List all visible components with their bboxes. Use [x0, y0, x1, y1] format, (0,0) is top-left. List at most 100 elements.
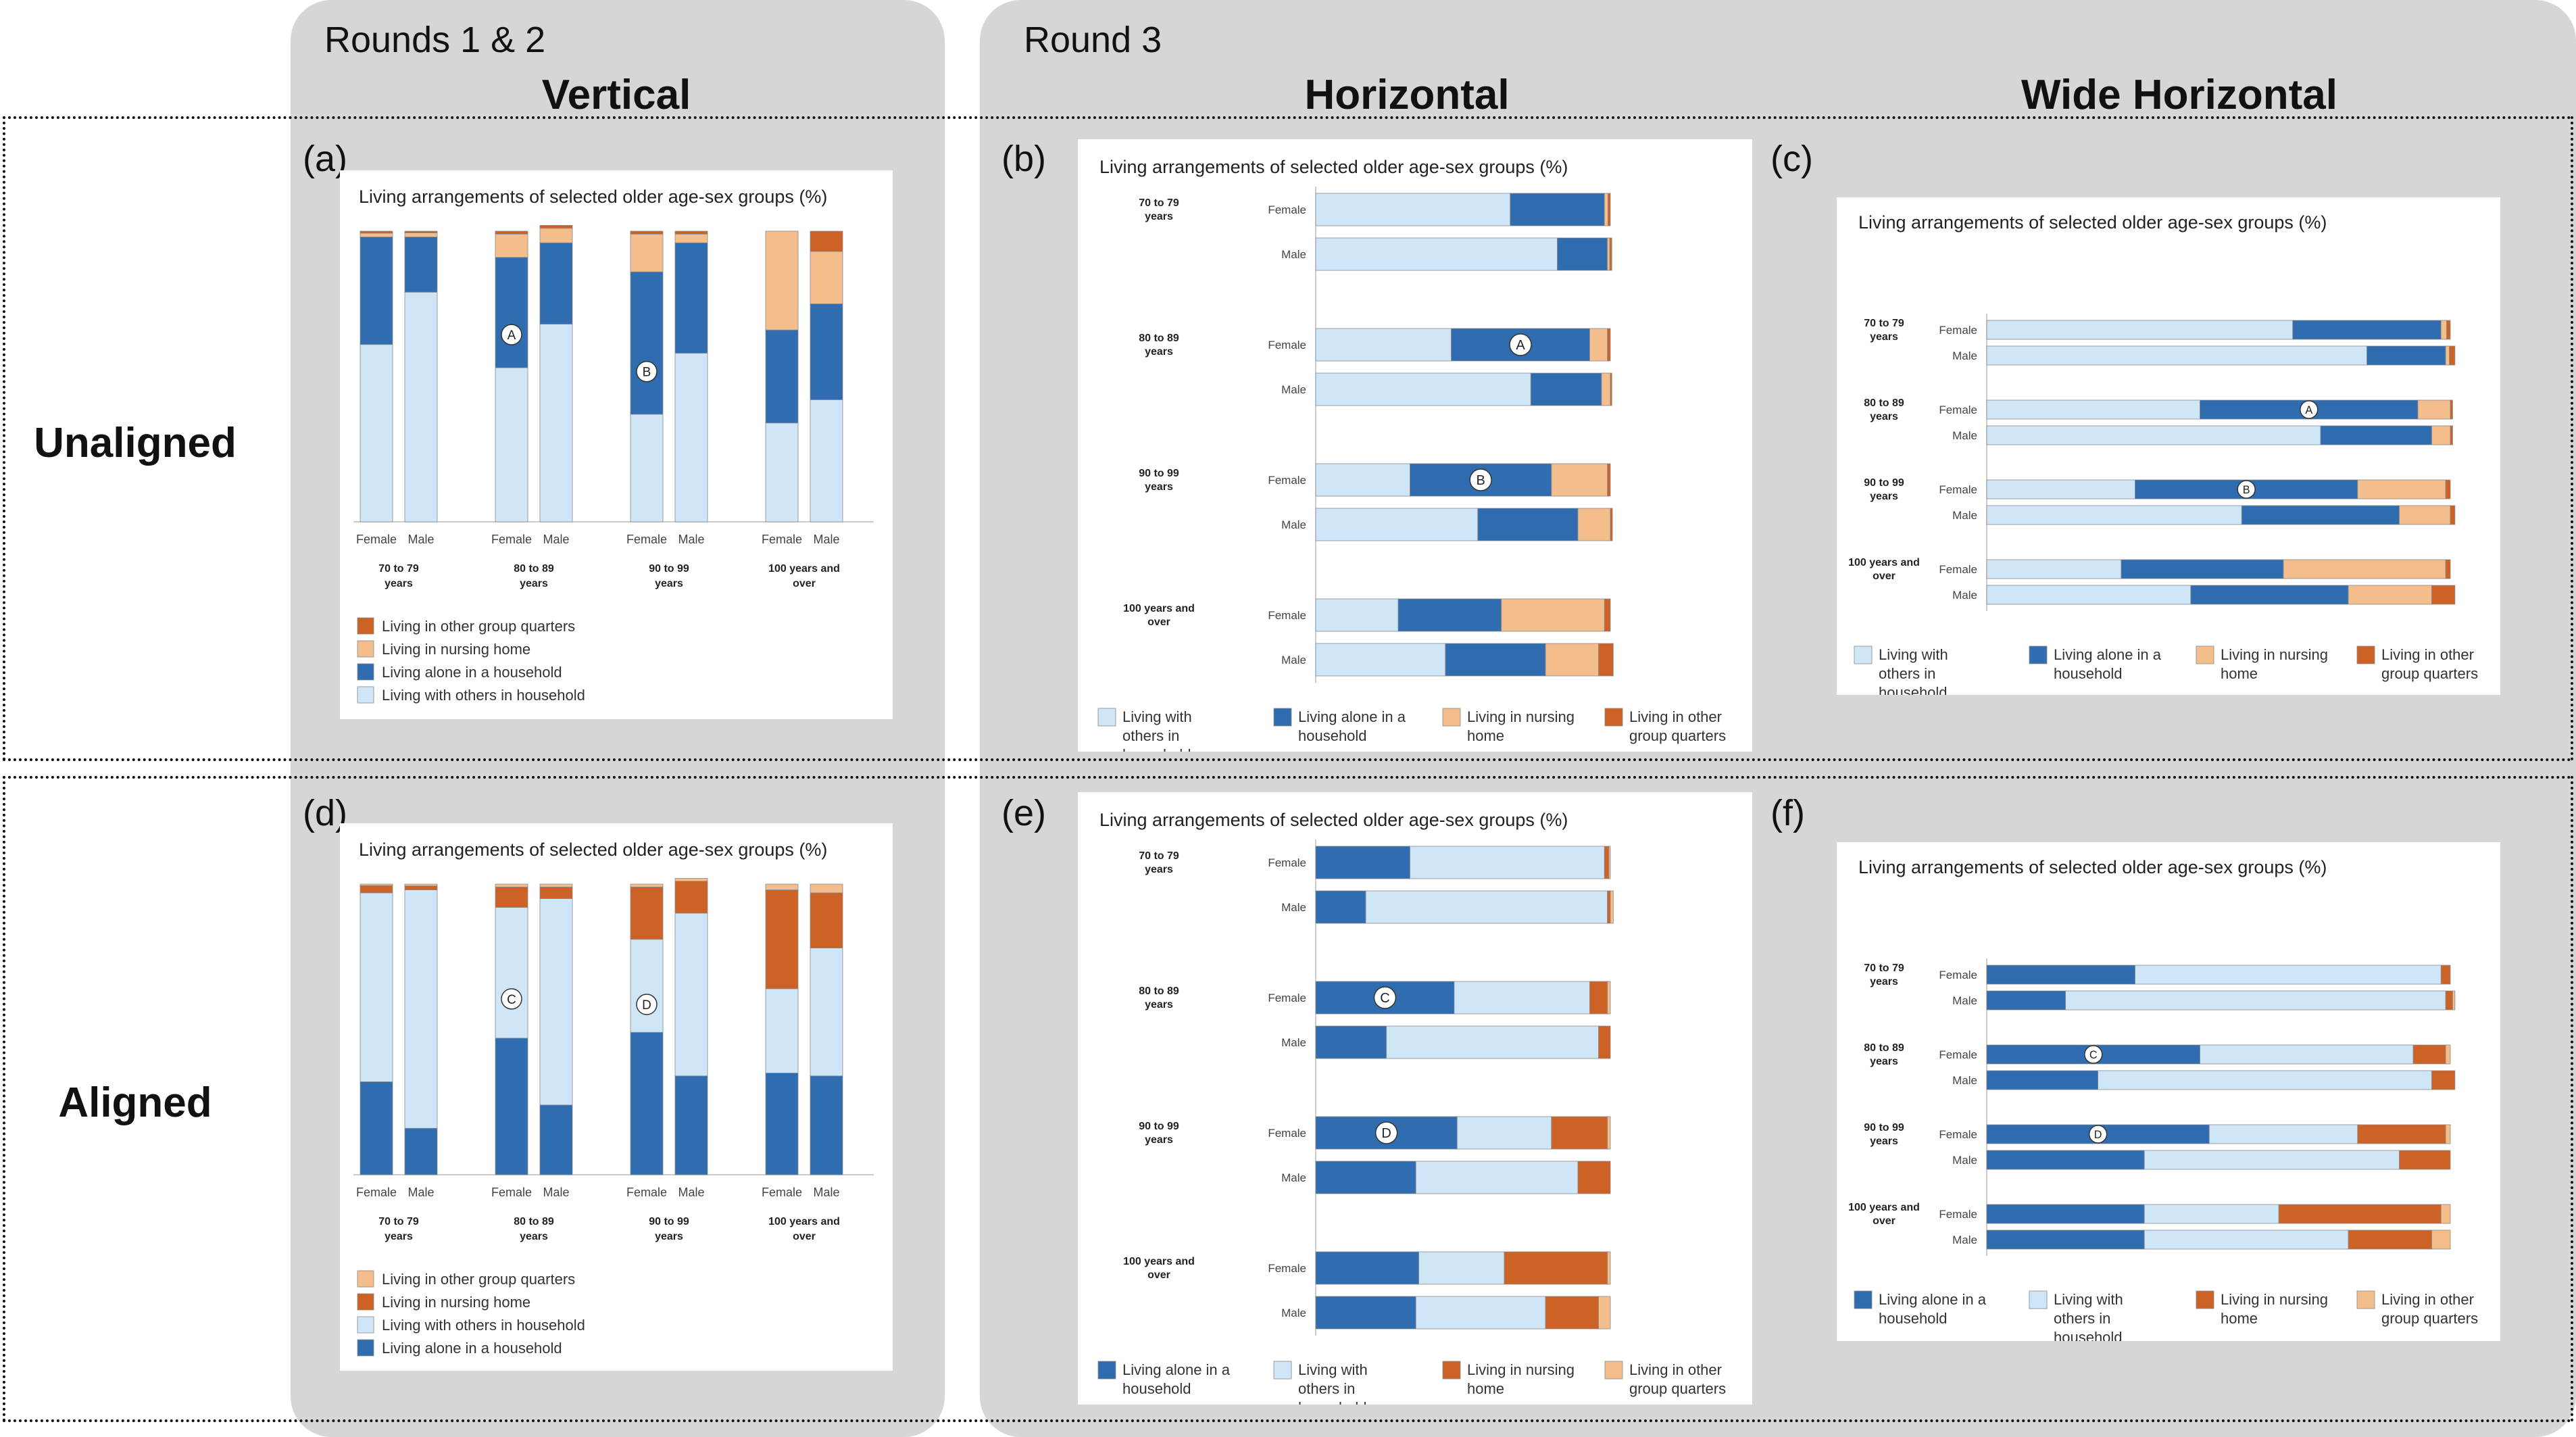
chart-d: Living arrangements of selected older ag… — [340, 823, 893, 1371]
group-label-100-years-and-over: over — [793, 1231, 816, 1242]
category-label-90-to-99-years-female: Female — [626, 533, 667, 546]
group-label-90-to-99-years: 90 to 99 — [1139, 468, 1179, 479]
chart-f-svg: Living arrangements of selected older ag… — [1848, 857, 2478, 1341]
column-header-horizontal: Horizontal — [1304, 72, 1510, 118]
legend-swatch-living-alone-in-a-household — [2029, 646, 2048, 664]
category-label-80-to-89-years-male: Male — [543, 1186, 569, 1199]
bar-90-to-99-years-female-living-in-nursing-home — [1551, 463, 1608, 497]
bar-100-years-and-over-female-living-alone-in-a-household — [2121, 559, 2284, 579]
bar-100-years-and-over-female-living-alone-in-a-household — [1397, 598, 1502, 632]
legend-swatch-living-with-others-in-household — [357, 686, 374, 704]
bar-100-years-and-over-male-living-in-nursing-home — [1545, 643, 1599, 677]
legend-label-living-in-other-group-quarters: Living in other — [1629, 708, 1722, 725]
group-label-100-years-and-over: over — [1147, 1269, 1170, 1281]
group-label-80-to-89-years: 80 to 89 — [514, 1216, 554, 1227]
panel-label-e: (e) — [1001, 793, 1046, 833]
group-label-90-to-99-years: 90 to 99 — [649, 563, 689, 575]
annotation-marker-d — [2088, 1125, 2108, 1144]
bar-100-years-and-over-female-living-with-others-in-household — [765, 422, 799, 522]
annotation-label-d: D — [642, 998, 651, 1013]
legend-swatch-living-in-other-group-quarters — [1604, 708, 1623, 727]
bar-70-to-79-years-male-living-in-other-group-quarters — [1609, 237, 1612, 271]
bar-80-to-89-years-male-living-alone-in-a-household — [1986, 1070, 2099, 1090]
bar-70-to-79-years-male-living-with-others-in-household — [404, 890, 438, 1129]
bar-80-to-89-years-female-living-alone-in-a-household — [495, 1038, 528, 1175]
bar-100-years-and-over-female-living-in-other-group-quarters — [2445, 559, 2451, 579]
group-label-80-to-89-years: 80 to 89 — [514, 563, 554, 575]
bar-70-to-79-years-female-living-alone-in-a-household — [1510, 193, 1605, 226]
legend-label-living-in-nursing-home: Living in nursing home — [382, 1294, 530, 1311]
bar-70-to-79-years-male-living-in-other-group-quarters — [2449, 345, 2456, 366]
annotation-marker-a — [2300, 400, 2319, 419]
category-label-100-years-and-over-male: Male — [813, 1186, 839, 1199]
annotation-marker-c — [501, 988, 522, 1010]
annotation-label-c: C — [1380, 991, 1389, 1006]
legend-label-living-in-other-group-quarters: Living in other — [1629, 1361, 1722, 1378]
bar-70-to-79-years-female-living-in-other-group-quarters — [360, 883, 393, 886]
bar-100-years-and-over-male-living-in-nursing-home — [1545, 1296, 1599, 1330]
category-label-70-to-79-years-male: Male — [1281, 901, 1306, 914]
bar-100-years-and-over-male-living-in-other-group-quarters — [810, 230, 843, 252]
bar-80-to-89-years-female-living-in-nursing-home — [2412, 1044, 2446, 1065]
bar-100-years-and-over-female-living-with-others-in-household — [1315, 598, 1399, 632]
bar-100-years-and-over-female-living-in-nursing-home — [765, 230, 799, 331]
bar-80-to-89-years-female-living-in-nursing-home — [495, 233, 528, 258]
chart-b: Living arrangements of selected older ag… — [1078, 139, 1752, 752]
bar-70-to-79-years-female-living-alone-in-a-household — [360, 1081, 393, 1175]
bar-80-to-89-years-male-living-alone-in-a-household — [539, 242, 573, 324]
bar-90-to-99-years-male-living-in-nursing-home — [1577, 508, 1611, 541]
group-label-80-to-89-years: years — [1870, 1056, 1898, 1067]
category-label-70-to-79-years-male: Male — [1952, 994, 1977, 1007]
category-label-70-to-79-years-female: Female — [1939, 969, 1977, 981]
annotation-label-a: A — [2305, 404, 2312, 416]
bar-90-to-99-years-male-living-alone-in-a-household — [2241, 505, 2400, 525]
round-12-label: Rounds 1 & 2 — [324, 20, 546, 60]
category-label-90-to-99-years-male: Male — [1952, 509, 1977, 522]
category-label-100-years-and-over-male: Male — [813, 533, 839, 546]
legend-label-living-with-others-in-household: Living with — [1122, 708, 1192, 725]
bar-90-to-99-years-female-living-in-nursing-home — [630, 886, 664, 940]
annotation-label-d: D — [2094, 1129, 2102, 1141]
annotation-marker-a — [501, 324, 522, 345]
group-label-80-to-89-years: 80 to 89 — [1139, 985, 1179, 997]
group-label-70-to-79-years: 70 to 79 — [1864, 318, 1904, 329]
panel-label-b: (b) — [1001, 139, 1046, 179]
bar-80-to-89-years-male-living-with-others-in-household — [1315, 372, 1531, 406]
column-header-vertical: Vertical — [541, 72, 691, 118]
legend-swatch-living-in-nursing-home — [1442, 1361, 1461, 1380]
bar-100-years-and-over-female-living-in-other-group-quarters — [1607, 1251, 1611, 1285]
group-label-70-to-79-years: years — [1145, 864, 1173, 875]
category-label-90-to-99-years-female: Female — [1939, 483, 1977, 496]
bar-90-to-99-years-female-living-with-others-in-household — [1315, 463, 1410, 497]
bar-80-to-89-years-male-living-in-nursing-home — [539, 886, 573, 899]
bar-80-to-89-years-female-living-in-other-group-quarters — [2445, 1044, 2451, 1065]
legend-label-living-in-nursing-home: home — [2221, 1310, 2258, 1327]
legend-swatch-living-in-other-group-quarters — [1604, 1361, 1623, 1380]
category-label-90-to-99-years-female: Female — [1939, 1128, 1977, 1141]
bar-80-to-89-years-female-living-in-nursing-home — [495, 886, 528, 908]
annotation-marker-c — [2084, 1045, 2103, 1064]
bar-100-years-and-over-female-living-alone-in-a-household — [765, 329, 799, 424]
chart-a-svg: Living arrangements of selected older ag… — [353, 187, 874, 704]
chart-c-svg: Living arrangements of selected older ag… — [1848, 212, 2478, 695]
legend-swatch-living-in-other-group-quarters — [357, 617, 374, 635]
bar-70-to-79-years-female-living-alone-in-a-household — [360, 237, 393, 345]
bar-90-to-99-years-male-living-with-others-in-household — [2144, 1150, 2400, 1170]
bar-80-to-89-years-female-living-alone-in-a-household — [495, 257, 528, 368]
group-label-70-to-79-years: 70 to 79 — [378, 563, 419, 575]
bar-90-to-99-years-female-living-in-other-group-quarters — [630, 230, 664, 235]
bar-100-years-and-over-male-living-in-other-group-quarters — [2431, 1229, 2451, 1250]
category-label-100-years-and-over-female: Female — [762, 533, 802, 546]
legend-label-living-with-others-in-household: others in — [1879, 665, 1935, 682]
bar-100-years-and-over-male-living-in-nursing-home — [2348, 585, 2432, 605]
bar-100-years-and-over-female-living-alone-in-a-household — [1986, 1204, 2145, 1224]
legend-swatch-living-alone-in-a-household — [357, 663, 374, 681]
bar-70-to-79-years-male-living-alone-in-a-household — [2367, 345, 2446, 366]
group-label-90-to-99-years: 90 to 99 — [1139, 1121, 1179, 1132]
chart-title: Living arrangements of selected older ag… — [1858, 212, 2327, 233]
legend-swatch-living-in-other-group-quarters — [357, 1270, 374, 1288]
bar-100-years-and-over-female-living-in-other-group-quarters — [1604, 598, 1611, 632]
aligned-row-box — [3, 776, 2573, 1422]
category-label-70-to-79-years-female: Female — [356, 1186, 397, 1199]
bar-70-to-79-years-female-living-with-others-in-household — [360, 344, 393, 522]
